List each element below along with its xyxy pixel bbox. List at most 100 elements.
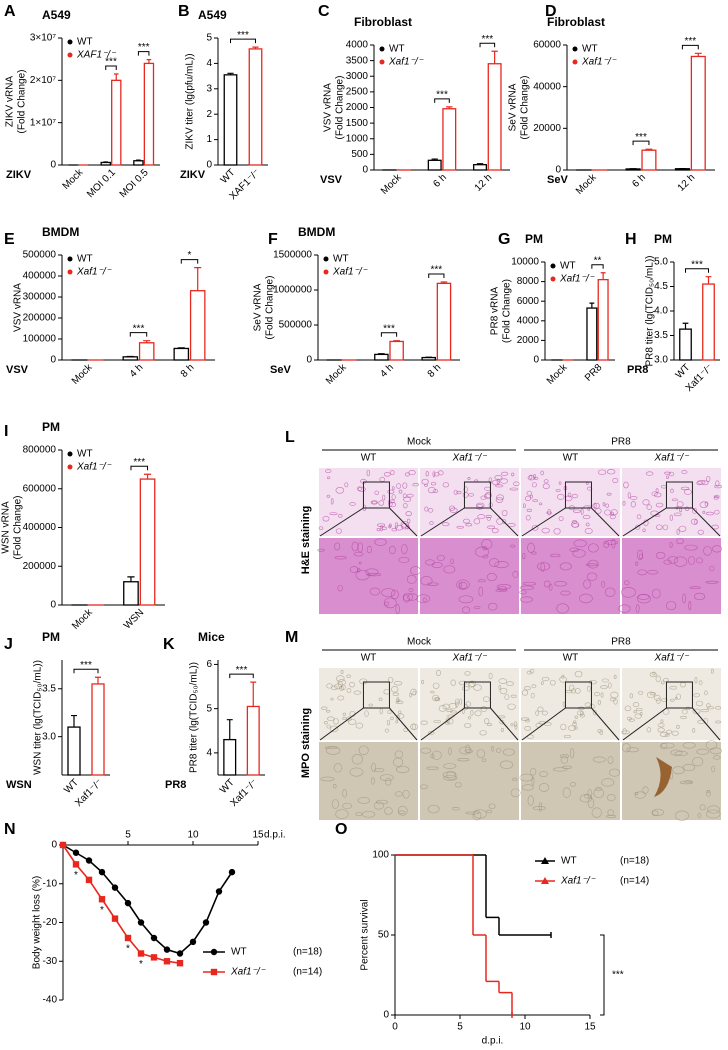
tissue-texture [531,551,537,555]
group-label: PR8 [165,779,186,791]
tissue-texture [609,768,621,777]
tissue-texture [591,807,602,818]
tissue-texture [666,729,672,734]
tissue-texture [593,788,605,799]
y-tick-label: 20000 [533,123,561,134]
y-tick-label: 300000 [23,292,57,303]
tissue-texture [711,765,715,773]
tissue-texture [461,685,470,691]
tissue-texture [695,700,704,707]
tissue-texture [395,766,410,774]
x-tick-label: 8 h [179,362,197,380]
tissue-texture [553,528,561,535]
tissue-texture [419,784,429,790]
tissue-texture [450,679,456,686]
tissue-texture [524,495,532,502]
error-bar [250,681,257,707]
y-tick-label: 0 [50,600,56,611]
significance-bracket [129,332,148,337]
panel-letter: I [4,423,8,440]
inset-link [622,707,667,741]
tissue-texture [570,521,580,528]
tissue-texture [530,692,535,699]
tissue-texture [390,470,395,476]
tissue-texture [403,594,410,603]
tissue-texture [649,692,657,696]
tissue-texture [681,709,688,715]
bar [597,278,609,361]
legend-label: Xaf1⁻/⁻ [76,267,112,278]
significance-label: *** [138,42,150,53]
tissue-texture [420,720,428,726]
y-tick-label: 8000 [517,276,540,287]
tissue-texture [662,524,669,531]
tissue-texture [373,768,385,773]
tissue-texture [334,555,347,560]
significance-label: *** [691,259,703,270]
error-bar [600,272,606,280]
inset-link [319,707,364,741]
tissue-texture [465,523,473,527]
tissue-texture [408,470,416,476]
tissue-texture [682,763,696,772]
tissue-texture [531,482,537,488]
tissue-texture [488,672,493,680]
tissue-texture [593,503,597,509]
legend-n: (n=18) [293,947,322,958]
tissue-texture [318,526,324,530]
legend-label: WT [77,254,93,265]
tissue-texture [604,509,611,516]
tissue-texture [636,514,642,520]
tissue-texture [526,670,532,675]
inset-link [591,507,620,537]
legend-marker [550,263,556,269]
tissue-texture [714,509,720,515]
tissue-texture [660,719,664,724]
tissue-texture [672,766,685,775]
significance-label: *** [237,30,249,41]
panel-letter: H [625,231,637,248]
tissue-texture [642,528,646,533]
tissue-texture [507,703,516,710]
column-label: WT [563,453,579,464]
tissue-texture [468,715,471,720]
tissue-texture [368,703,373,707]
inset-box [665,481,693,509]
tissue-texture [527,542,535,553]
tissue-texture [612,477,619,484]
tissue-texture [706,809,721,819]
tissue-texture [349,566,359,573]
y-tick-label: 40000 [533,81,561,92]
tissue-texture [706,706,715,710]
significance-label: * [139,959,143,970]
x-tick-label: 10 [187,830,199,841]
tissue-texture [496,584,512,590]
tissue-texture [456,525,464,529]
tissue-texture [522,552,526,560]
tissue-texture [383,472,391,477]
tissue-texture [713,496,719,500]
error-bar [431,158,438,161]
legend-label: Xaf1⁻/⁻ [581,57,617,68]
y-tick-label: 5 [206,703,212,714]
micrograph [420,742,519,820]
tissue-texture [532,499,539,503]
panel-letter: J [4,636,13,653]
y-tick-label: 1 [206,134,212,145]
tissue-texture [465,811,480,815]
tissue-texture [678,525,687,532]
tissue-texture [711,545,723,553]
group-label: VSV [320,174,343,186]
tissue-texture [574,688,581,694]
legend-marker [379,46,385,52]
inset-link [389,707,418,741]
tissue-texture [320,776,335,782]
x-tick-label: WT [674,362,693,381]
x-tick-label: PR8 [583,362,605,384]
tissue-texture [458,680,467,686]
tissue-texture [462,606,471,614]
tissue-texture [436,554,445,562]
tissue-texture [401,544,408,555]
tissue-texture [646,504,652,510]
tissue-texture [692,728,696,733]
